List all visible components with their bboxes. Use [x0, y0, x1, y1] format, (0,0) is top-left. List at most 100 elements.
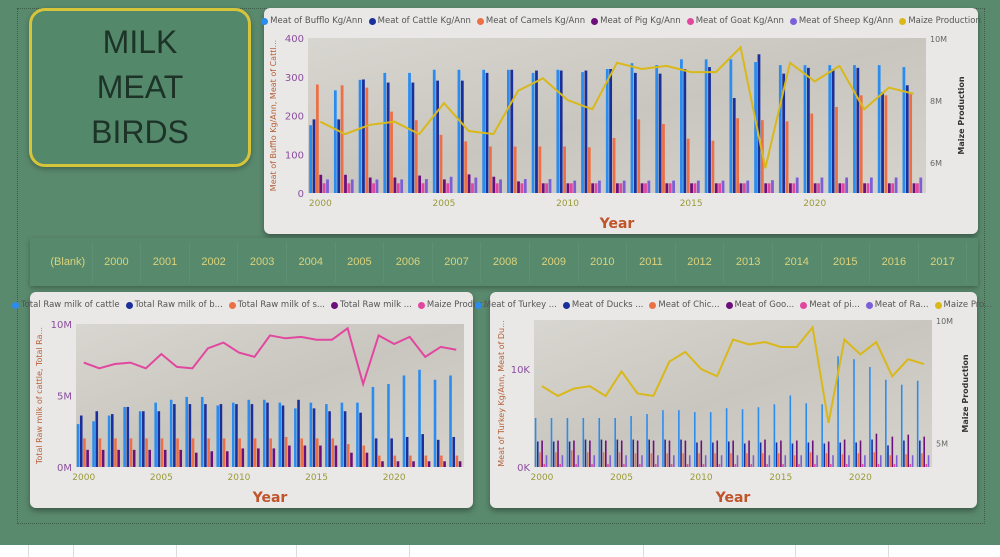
slicer-item[interactable]: 2016	[870, 242, 919, 282]
bar[interactable]	[510, 69, 514, 193]
bar[interactable]	[489, 146, 492, 194]
bar[interactable]	[891, 436, 894, 467]
bar[interactable]	[145, 438, 148, 467]
bar[interactable]	[543, 464, 546, 467]
bar[interactable]	[650, 453, 653, 467]
slicer-item[interactable]: 2013	[724, 242, 773, 282]
bar[interactable]	[843, 439, 846, 467]
bar[interactable]	[734, 464, 737, 467]
bar[interactable]	[173, 404, 176, 467]
bar[interactable]	[569, 183, 573, 193]
bar[interactable]	[129, 438, 133, 467]
birds-chart[interactable]: Meat of Turkey ... Meat of Ducks ... Meat …	[474, 292, 992, 508]
bar[interactable]	[362, 445, 366, 467]
bar[interactable]	[92, 421, 95, 467]
bar[interactable]	[684, 440, 687, 467]
bar[interactable]	[204, 404, 207, 467]
bar[interactable]	[594, 183, 598, 193]
legend-item[interactable]: Meat of Goat Kg/Ann	[686, 16, 784, 26]
bar[interactable]	[670, 464, 673, 467]
bar[interactable]	[720, 455, 723, 467]
bar[interactable]	[176, 438, 179, 467]
bar[interactable]	[869, 367, 871, 467]
bar[interactable]	[927, 455, 930, 467]
bar[interactable]	[222, 438, 226, 467]
bar[interactable]	[550, 418, 553, 467]
bar[interactable]	[216, 405, 220, 467]
bar[interactable]	[708, 67, 711, 193]
bar[interactable]	[921, 453, 923, 467]
bar[interactable]	[732, 98, 736, 193]
bar[interactable]	[856, 67, 860, 193]
bar[interactable]	[859, 440, 862, 467]
bar[interactable]	[618, 452, 621, 467]
bar[interactable]	[387, 384, 390, 467]
bar[interactable]	[531, 72, 535, 193]
bar[interactable]	[76, 424, 80, 467]
bar[interactable]	[835, 106, 838, 193]
bar[interactable]	[86, 449, 89, 467]
bar[interactable]	[266, 402, 269, 467]
bar[interactable]	[374, 438, 378, 467]
bar[interactable]	[557, 440, 559, 467]
bar[interactable]	[798, 464, 800, 467]
bar[interactable]	[721, 180, 725, 193]
bar[interactable]	[729, 59, 733, 193]
bar[interactable]	[791, 443, 794, 467]
bar[interactable]	[704, 59, 708, 193]
legend-item[interactable]: Meat of Pig Kg/Ann	[591, 16, 681, 26]
bar[interactable]	[785, 121, 789, 193]
bar[interactable]	[126, 406, 130, 467]
bar[interactable]	[412, 461, 415, 467]
bar[interactable]	[517, 181, 520, 193]
bar[interactable]	[828, 65, 832, 193]
bar[interactable]	[881, 92, 884, 193]
bar[interactable]	[440, 455, 443, 467]
bar[interactable]	[371, 386, 375, 467]
bar[interactable]	[414, 120, 418, 193]
bar[interactable]	[654, 464, 657, 467]
bar[interactable]	[782, 464, 784, 467]
slicer-item[interactable]: 2001	[141, 242, 190, 282]
bar[interactable]	[436, 439, 440, 467]
bar[interactable]	[803, 65, 807, 193]
bar[interactable]	[368, 177, 372, 194]
bar[interactable]	[916, 380, 919, 467]
bar[interactable]	[600, 439, 603, 467]
bar[interactable]	[319, 174, 323, 193]
bar[interactable]	[575, 464, 577, 467]
bar[interactable]	[832, 455, 834, 467]
meat-chart[interactable]: Meat of Bufflo Kg/Ann Meat of Cattle Kg/A…	[261, 8, 981, 234]
legend-item[interactable]: Meat of Camels Kg/Ann	[476, 16, 585, 26]
bar[interactable]	[573, 180, 577, 193]
bar[interactable]	[759, 442, 762, 468]
bar[interactable]	[331, 438, 335, 467]
bar[interactable]	[752, 455, 755, 467]
bar[interactable]	[383, 72, 387, 193]
bar[interactable]	[79, 415, 83, 467]
bar[interactable]	[665, 183, 669, 193]
bar[interactable]	[696, 442, 698, 468]
bar[interactable]	[609, 69, 613, 193]
bar[interactable]	[492, 176, 496, 193]
bar[interactable]	[640, 183, 644, 193]
bar[interactable]	[658, 73, 662, 193]
bar[interactable]	[647, 180, 651, 193]
bar[interactable]	[390, 111, 393, 193]
bar[interactable]	[163, 449, 167, 467]
bar[interactable]	[905, 454, 907, 467]
bar[interactable]	[191, 438, 195, 467]
bar[interactable]	[452, 436, 456, 467]
bar[interactable]	[148, 449, 151, 467]
bar[interactable]	[827, 441, 830, 467]
bar[interactable]	[811, 440, 814, 467]
bar[interactable]	[347, 183, 351, 193]
bar[interactable]	[381, 461, 384, 467]
bar[interactable]	[630, 63, 634, 193]
bar[interactable]	[673, 455, 675, 467]
bar[interactable]	[857, 453, 860, 467]
bar[interactable]	[582, 418, 585, 467]
bar[interactable]	[690, 183, 693, 193]
bar[interactable]	[619, 183, 623, 193]
legend-item[interactable]: Total Raw milk ...	[330, 300, 412, 310]
